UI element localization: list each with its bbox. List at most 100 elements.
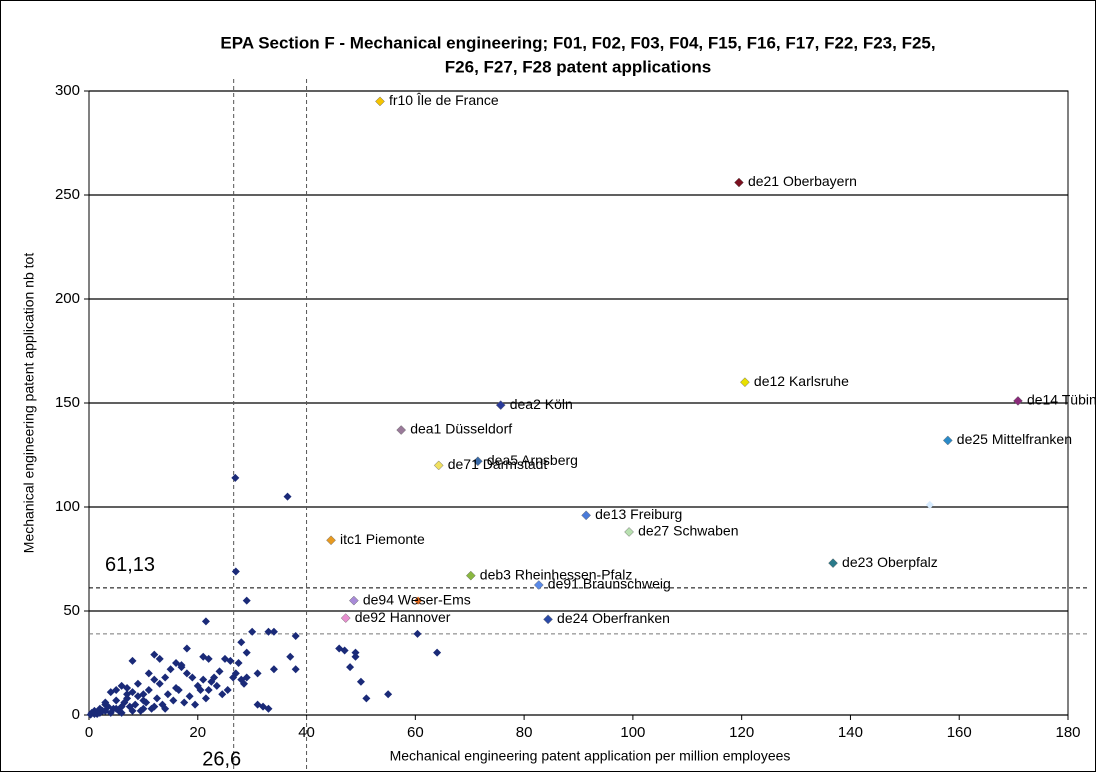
point — [196, 686, 205, 695]
point — [234, 659, 243, 667]
point — [180, 698, 189, 707]
x-tick-label: 80 — [516, 724, 533, 741]
y-tick-label: 250 — [55, 186, 80, 203]
point — [144, 669, 153, 678]
x-tick-label: 120 — [729, 724, 754, 741]
point — [191, 700, 200, 709]
point — [169, 696, 178, 705]
point — [123, 683, 132, 692]
x-tick-label: 0 — [85, 724, 93, 741]
x-tick-label: 140 — [838, 724, 863, 741]
point — [188, 673, 197, 682]
point — [199, 675, 208, 684]
point — [283, 492, 292, 501]
point — [133, 692, 142, 701]
point — [433, 648, 442, 657]
x-tick-label: 20 — [189, 724, 206, 741]
point — [133, 679, 142, 688]
point — [152, 694, 161, 703]
point-label: de13 Freiburg — [595, 506, 682, 522]
labeled-point — [533, 580, 544, 590]
point — [242, 673, 251, 682]
point — [346, 663, 355, 672]
point-label: de24 Oberfranken — [557, 610, 670, 626]
point — [139, 704, 148, 713]
reference-label: 26,6 — [202, 748, 241, 770]
point — [215, 667, 224, 676]
point — [240, 679, 249, 688]
point — [161, 673, 170, 682]
y-tick-label: 200 — [55, 290, 80, 307]
point — [131, 700, 140, 709]
point — [351, 648, 360, 657]
point — [155, 679, 164, 688]
labeled-point — [734, 177, 744, 188]
point — [362, 694, 371, 703]
point-label: dea2 Köln — [510, 396, 573, 412]
labeled-point — [543, 614, 553, 625]
point-label: de27 Schwaben — [638, 523, 738, 539]
point-label: fr10 Île de France — [389, 92, 499, 108]
point — [242, 648, 251, 657]
point — [264, 704, 273, 713]
point — [161, 704, 170, 713]
reference-label: 61,13 — [105, 554, 155, 576]
point — [128, 656, 137, 665]
labeled-point — [581, 510, 591, 521]
point-label: de94 Weser-Ems — [363, 591, 471, 607]
point — [163, 690, 172, 699]
point — [185, 692, 194, 701]
labeled-point — [740, 377, 750, 388]
point — [128, 706, 137, 715]
labeled-point — [473, 456, 483, 467]
y-tick-label: 300 — [55, 82, 80, 99]
point — [182, 644, 191, 653]
point — [291, 665, 300, 674]
labeled-point — [495, 400, 506, 410]
labeled-point — [396, 425, 407, 435]
point-label: de12 Karlsruhe — [754, 373, 849, 389]
chart-title: EPA Section F - Mechanical engineering; … — [220, 33, 935, 52]
point-label: de25 Mittelfranken — [957, 431, 1072, 447]
point-label: de21 Oberbayern — [748, 173, 857, 189]
point — [242, 596, 251, 605]
labeled-point — [465, 570, 476, 581]
point — [253, 700, 262, 709]
point — [218, 690, 227, 699]
point — [204, 686, 213, 695]
point — [248, 627, 257, 636]
point — [155, 654, 164, 663]
point — [925, 500, 934, 509]
point — [177, 661, 186, 670]
point — [231, 567, 240, 576]
point — [237, 638, 246, 647]
x-tick-label: 160 — [947, 724, 972, 741]
point — [150, 702, 159, 711]
y-tick-label: 100 — [55, 498, 80, 515]
point-label: deb3 Rheinhessen-Pfalz — [480, 566, 633, 582]
point — [269, 665, 278, 674]
point — [144, 686, 153, 695]
point-label: de71 Darmstadt — [448, 456, 548, 472]
point-label: de14 Tübingen — [1027, 392, 1096, 408]
point — [182, 669, 191, 678]
point-label: dea5 Arnsberg — [487, 452, 578, 468]
y-tick-label: 50 — [63, 602, 80, 619]
labeled-point — [1013, 396, 1023, 406]
point — [269, 627, 278, 636]
y-tick-label: 150 — [55, 394, 80, 411]
x-tick-label: 60 — [407, 724, 424, 741]
labeled-point — [828, 558, 838, 569]
point — [128, 688, 137, 697]
labeled-point — [624, 527, 634, 537]
point — [172, 683, 181, 692]
point — [356, 677, 365, 686]
point — [112, 696, 121, 705]
labeled-point — [942, 435, 953, 446]
point — [413, 629, 422, 638]
point-label: itc1 Piemonte — [340, 531, 425, 547]
point — [112, 686, 121, 695]
point-label: dea1 Düsseldorf — [410, 421, 512, 437]
x-tick-label: 180 — [1055, 724, 1080, 741]
